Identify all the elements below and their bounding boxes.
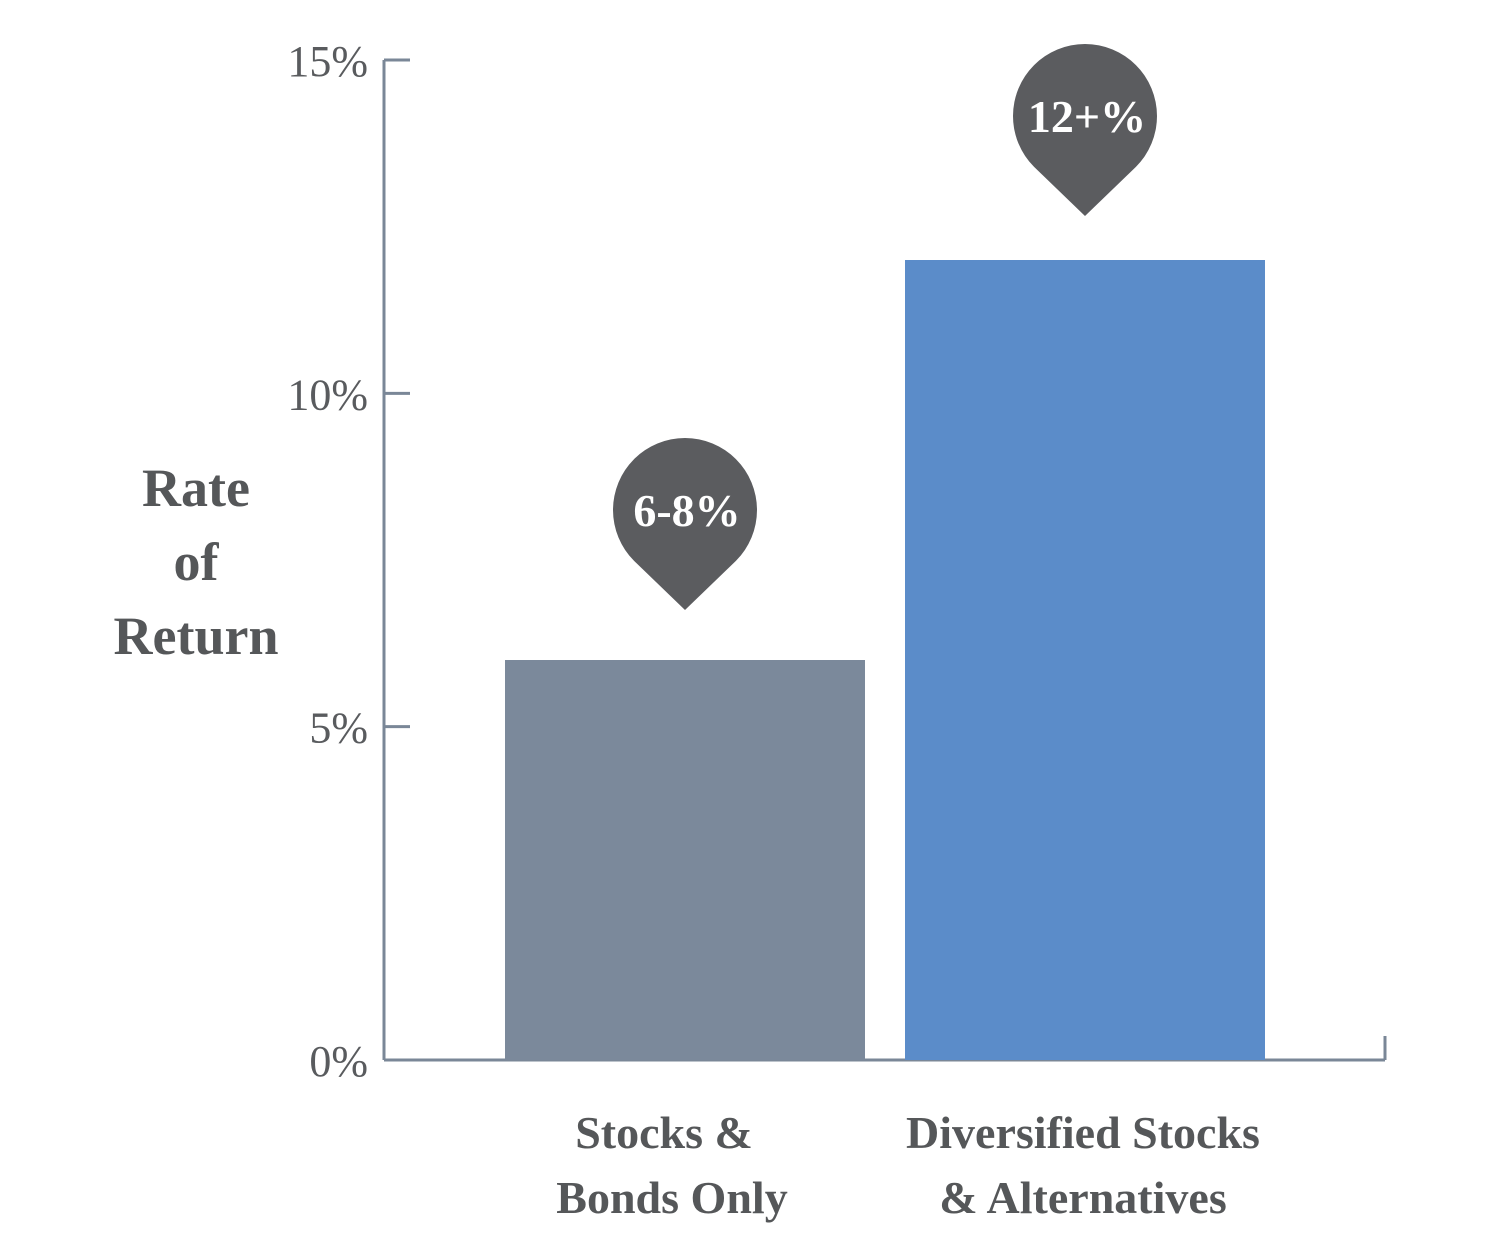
data-label: 6-8% [633, 485, 740, 536]
data-label-pin [613, 437, 758, 610]
bars [505, 260, 1265, 1060]
y-axis-label: of [174, 532, 220, 592]
y-axis-label: Rate [142, 458, 250, 518]
data-label-pin [1012, 44, 1157, 216]
x-tick-label: Diversified Stocks [906, 1107, 1260, 1158]
y-axis-label: Return [114, 606, 279, 666]
y-tick-label: 5% [309, 704, 368, 753]
data-label: 12+% [1028, 91, 1146, 142]
y-tick-label: 10% [287, 370, 368, 419]
bar [905, 260, 1265, 1060]
bar [505, 660, 865, 1060]
x-tick-label: & Alternatives [939, 1172, 1226, 1223]
y-tick-label: 15% [287, 37, 368, 86]
data-label-pins: 6-8% 12+% [613, 44, 1157, 610]
labels: Rate of Return Stocks & Bonds Only Diversifie… [114, 458, 1260, 1223]
x-tick-label: Stocks & [575, 1107, 753, 1158]
x-tick-label: Bonds Only [556, 1172, 787, 1223]
y-tick-label: 0% [309, 1037, 368, 1086]
